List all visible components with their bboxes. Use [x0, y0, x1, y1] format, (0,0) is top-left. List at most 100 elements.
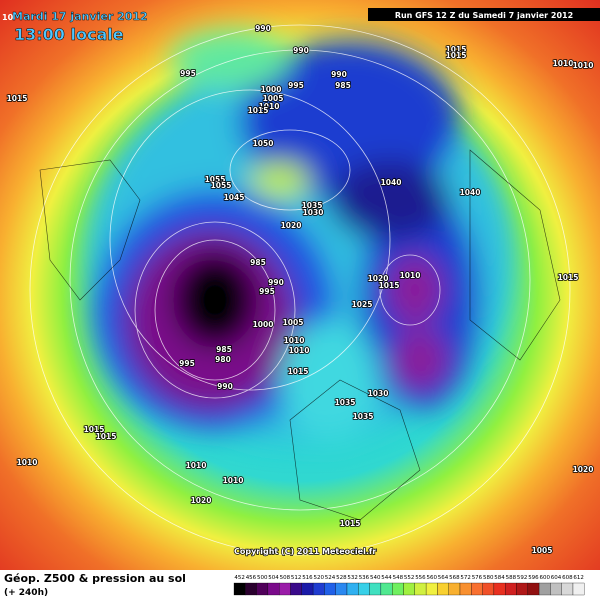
isobar-label: 1035	[353, 412, 374, 421]
scale-label: 544	[381, 575, 392, 581]
run-box	[368, 8, 600, 21]
isobar-label: 1010	[573, 61, 594, 70]
scale-label: 576	[472, 575, 483, 581]
isobar-label: 1005	[532, 546, 553, 555]
scale-label: 520	[314, 575, 325, 581]
isobar-label: 1040	[381, 178, 402, 187]
isobar-label: 1025	[352, 300, 373, 309]
isobar-label: 990	[255, 24, 271, 33]
isobar-label: 1010	[400, 271, 421, 280]
scale-swatch	[471, 582, 483, 596]
scale-label: 508	[280, 575, 291, 581]
isobar-label: 1010	[259, 102, 280, 111]
isobar-label: 1015	[7, 94, 28, 103]
isobar-label: 1010	[289, 346, 310, 355]
scale-label: 568	[449, 575, 460, 581]
isobar-label: 1010	[553, 59, 574, 68]
footer-title: Géop. Z500 & pression au sol	[4, 572, 186, 585]
isobar-label: 1035	[302, 201, 323, 210]
scale-label: 592	[517, 575, 528, 581]
isobar-label: 985	[250, 258, 266, 267]
scale-swatch	[346, 582, 359, 596]
scale-swatch	[267, 582, 280, 596]
scale-label: 596	[528, 575, 539, 581]
scale-label: 600	[540, 575, 551, 581]
scale-swatch	[403, 582, 415, 596]
isobar-label: 980	[215, 355, 231, 364]
isobar-label: 1020	[281, 221, 302, 230]
isobar-label: 990	[293, 46, 309, 55]
isobar-label: 1000	[261, 85, 282, 94]
scale-label: 504	[268, 575, 279, 581]
isobar-label: 1010	[17, 458, 38, 467]
isobar-label: 985	[216, 345, 232, 354]
scale-swatch	[516, 582, 528, 596]
scale-label: 608	[562, 575, 573, 581]
isobar-label: 1015	[340, 519, 361, 528]
isobar-label: 1055	[205, 175, 226, 184]
scale-swatch	[290, 582, 302, 596]
scale-swatch	[233, 582, 246, 596]
isobar-label: 1010	[284, 336, 305, 345]
isobar-label: 985	[335, 81, 351, 90]
scale-swatch	[245, 582, 257, 596]
forecast-time: 13:00 locale	[14, 25, 124, 44]
forecast-date: Mardi 17 janvier 2012	[12, 10, 148, 23]
scale-swatch	[380, 582, 393, 596]
color-scale: 452 456 500 504 508 512 516 520 524 528 532 536 540 5…	[233, 575, 585, 596]
scale-swatch	[493, 582, 506, 596]
isobar-label: 1015	[96, 432, 117, 441]
scale-swatch	[414, 582, 427, 596]
isobar-label: 1010	[223, 476, 244, 485]
isobar-label: 1040	[460, 188, 481, 197]
isobar-label: 1020	[191, 496, 212, 505]
scale-swatch	[482, 582, 495, 596]
scale-swatch	[505, 582, 517, 596]
isobar-label: 1000	[253, 320, 274, 329]
isobar-label: 1005	[263, 94, 284, 103]
scale-label: 548	[393, 575, 404, 581]
scale-swatch	[550, 582, 562, 596]
scale-swatch	[425, 582, 438, 596]
scale-label: 556	[415, 575, 426, 581]
isobar-label: 1015	[248, 106, 269, 115]
scale-swatch	[312, 582, 325, 596]
scale-label: 572	[460, 575, 471, 581]
scale-label: 524	[325, 575, 336, 581]
isobar-label: 1015	[558, 273, 579, 282]
scale-swatch	[358, 582, 370, 596]
scale-label: 588	[506, 575, 517, 581]
isobar-label: 1020	[573, 465, 594, 474]
isobar-label: 1030	[368, 389, 389, 398]
scale-label: 564	[438, 575, 449, 581]
scale-swatch	[369, 582, 382, 596]
scale-swatch	[527, 582, 540, 596]
isobar-label: 1015	[84, 425, 105, 434]
scale-swatch	[561, 582, 574, 596]
isobar-label: 995	[179, 359, 195, 368]
isobar-label: 995	[288, 81, 304, 90]
corner-label: 10	[2, 13, 14, 22]
scale-label: 516	[302, 575, 313, 581]
scale-label: 552	[404, 575, 415, 581]
scale-swatch	[324, 582, 336, 596]
scale-label: 456	[246, 575, 257, 581]
scale-label: 584	[494, 575, 505, 581]
isobar-label: 1055	[211, 181, 232, 190]
scale-label: 604	[551, 575, 562, 581]
isobar-label: 1030	[303, 208, 324, 217]
isobar-label: 1035	[335, 398, 356, 407]
scale-label: 580	[483, 575, 494, 581]
scale-swatch	[538, 582, 551, 596]
isobar-label: 1015	[446, 45, 467, 54]
scale-swatch	[335, 582, 348, 596]
scale-swatch	[256, 582, 269, 596]
scale-swatch	[392, 582, 404, 596]
scale-label: 612	[573, 575, 584, 581]
scale-label: 500	[257, 575, 268, 581]
scale-label: 536	[359, 575, 370, 581]
copyright: Copyright (C) 2011 Meteociel.fr	[234, 547, 376, 556]
isobar-label: 1020	[368, 274, 389, 283]
